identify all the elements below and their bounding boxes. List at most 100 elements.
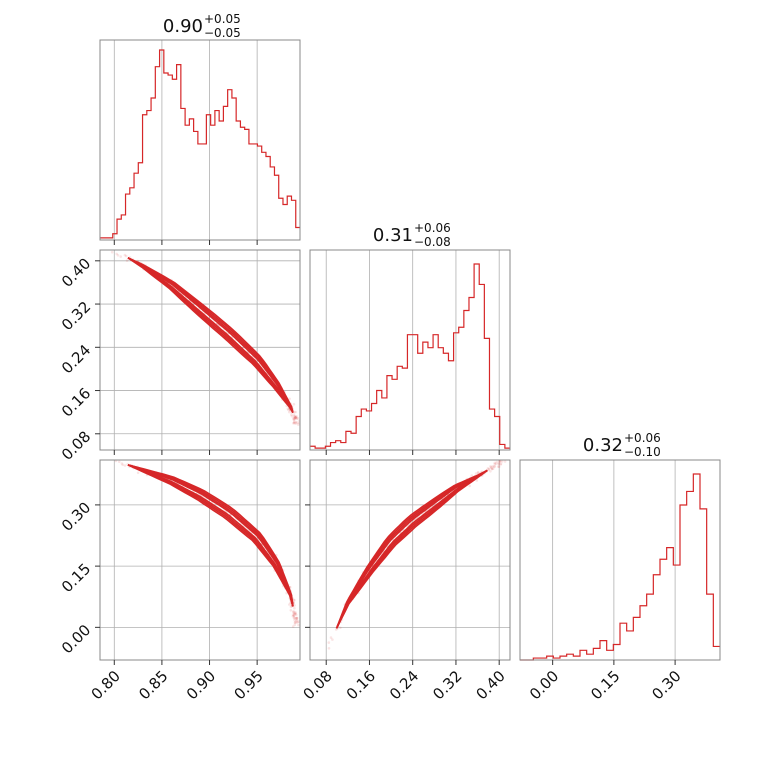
scatter-point: [486, 467, 490, 470]
scatter-point: [293, 612, 297, 616]
scatter-point: [498, 460, 501, 463]
panel-pair-2: [309, 459, 511, 661]
scatter-point: [292, 611, 295, 614]
scatter-point: [494, 462, 498, 466]
scatter-point: [287, 408, 290, 412]
scatter-point: [489, 466, 493, 470]
scatter-point: [474, 472, 478, 475]
scatter-point: [489, 470, 492, 473]
scatter-point: [293, 618, 296, 622]
scatter-point: [296, 416, 300, 420]
scatter-point: [497, 462, 501, 465]
scatter-point: [295, 421, 299, 424]
scatter-point: [294, 613, 298, 616]
panel-diag-1: [309, 249, 511, 451]
ytick-label-param-2-1: 0.15: [58, 560, 94, 596]
scatter-point: [294, 415, 298, 419]
scatter-point: [288, 603, 291, 606]
scatter-point: [123, 253, 127, 257]
scatter-point: [490, 467, 494, 471]
scatter-point: [293, 604, 296, 607]
scatter-point: [294, 616, 298, 620]
frames-layer: [99, 39, 721, 661]
scatter-point: [292, 415, 296, 419]
xtick-label-param-0-2: 0.90: [183, 667, 219, 703]
scatter-point: [293, 611, 296, 614]
scatter-point: [292, 418, 296, 422]
xtick-label-param-1-4: 0.40: [472, 667, 508, 703]
ytick-label-param-1-3: 0.32: [58, 298, 94, 334]
scatter-group-1: [114, 460, 300, 628]
scatter-point: [293, 616, 297, 620]
xtick-label-param-0-1: 0.85: [135, 667, 171, 703]
title-param-0-upper: +0.05: [204, 12, 241, 26]
scatter-point: [295, 621, 298, 624]
scatter-point: [289, 609, 293, 612]
ytick-label-param-1-1: 0.16: [58, 384, 94, 420]
scatter-point: [115, 252, 118, 256]
scatter-point: [339, 626, 342, 630]
scatter-point: [491, 467, 495, 470]
histogram-param-2: [520, 473, 720, 661]
scatter-point: [493, 465, 497, 468]
contour-1-2: [127, 464, 294, 607]
contour-2-3: [335, 469, 488, 629]
scatter-point: [293, 620, 297, 624]
scatter-point: [295, 618, 298, 622]
scatter-point: [295, 616, 299, 620]
scatter-point: [293, 422, 297, 425]
xtick-label-param-1-3: 0.32: [429, 667, 465, 703]
ytick-label-param-2-2: 0.30: [58, 499, 94, 535]
data-layer: [100, 49, 720, 661]
scatter-point: [114, 460, 118, 463]
scatter-point: [136, 471, 140, 475]
scatter-point: [468, 484, 472, 488]
scatter-point: [496, 457, 499, 460]
title-param-0-value: 0.90: [163, 16, 203, 37]
scatter-point: [292, 402, 296, 406]
scatter-point: [296, 621, 299, 624]
ytick-label-param-1-2: 0.24: [58, 341, 94, 377]
scatter-point: [293, 621, 297, 624]
scatter-point: [327, 647, 331, 650]
scatter-point: [294, 410, 297, 414]
scatter-point: [293, 410, 296, 414]
scatter-point: [487, 468, 491, 471]
title-param-1-lower: −0.08: [414, 235, 451, 249]
scatter-point: [292, 614, 296, 618]
xtick-label-param-1-1: 0.16: [343, 667, 379, 703]
contour-2-0: [335, 469, 488, 629]
scatter-point: [297, 620, 300, 623]
scatter-point: [293, 599, 296, 602]
scatter-point: [497, 465, 500, 468]
scatter-point: [503, 460, 507, 463]
scatter-point: [118, 460, 121, 464]
scatter-point: [497, 465, 501, 469]
xtick-label-param-2-2: 0.30: [648, 667, 684, 703]
scatter-group-2: [327, 457, 507, 650]
scatter-point: [491, 465, 495, 468]
scatter-point: [492, 465, 496, 469]
scatter-point: [297, 623, 300, 627]
contour-1-1: [127, 464, 294, 607]
scatter-point: [294, 416, 298, 420]
scatter-point: [493, 462, 497, 466]
contour-0-1: [127, 257, 294, 413]
scatter-point: [293, 606, 296, 610]
ytick-label-param-1-0: 0.08: [58, 427, 94, 463]
scatter-point: [291, 625, 295, 628]
scatter-point: [290, 414, 294, 418]
ytick-label-param-1-4: 0.40: [58, 254, 94, 290]
scatter-point: [292, 413, 296, 417]
scatter-point: [327, 641, 331, 644]
scatter-point: [293, 623, 297, 626]
scatter-point: [294, 420, 298, 424]
scatter-point: [476, 471, 480, 474]
scatter-point: [288, 410, 291, 414]
contour-0-0: [127, 257, 294, 413]
contour-2-1: [335, 469, 488, 629]
scatter-point: [292, 612, 296, 615]
scatter-point: [288, 397, 291, 401]
panel-pair-0: [99, 249, 301, 451]
